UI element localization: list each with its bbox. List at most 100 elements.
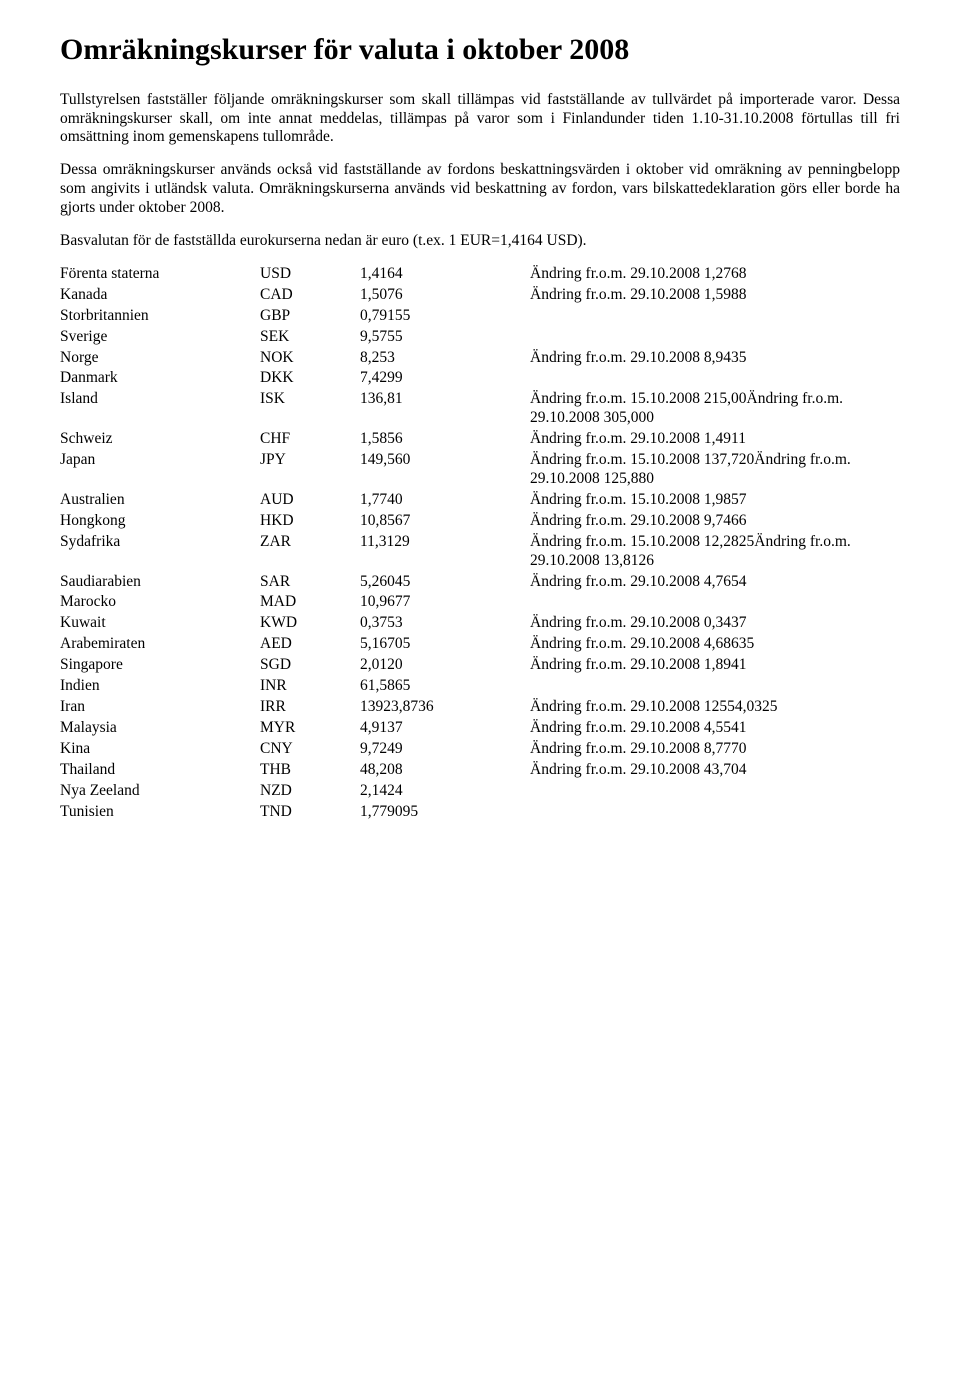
rate-row: ThailandTHB48,208Ändring fr.o.m. 29.10.2… (60, 761, 900, 780)
rate-value: 9,7249 (360, 740, 530, 759)
rate-value: 1,5856 (360, 430, 530, 449)
rate-row: SaudiarabienSAR5,26045Ändring fr.o.m. 29… (60, 573, 900, 592)
rate-row: JapanJPY149,560Ändring fr.o.m. 15.10.200… (60, 451, 900, 489)
rate-code: MAD (260, 593, 360, 612)
rate-country: Hongkong (60, 512, 260, 531)
rate-code: IRR (260, 698, 360, 717)
rate-code: NZD (260, 782, 360, 801)
rate-country: Storbritannien (60, 307, 260, 326)
rate-row: IranIRR13923,8736Ändring fr.o.m. 29.10.2… (60, 698, 900, 717)
intro-paragraph-2: Dessa omräkningskurser används också vid… (60, 161, 900, 218)
rate-code: SEK (260, 328, 360, 347)
rate-value: 1,7740 (360, 491, 530, 510)
rate-code: AUD (260, 491, 360, 510)
rate-value: 136,81 (360, 390, 530, 409)
rate-country: Sverige (60, 328, 260, 347)
rate-row: SverigeSEK9,5755 (60, 328, 900, 347)
rate-country: Indien (60, 677, 260, 696)
rate-code: SGD (260, 656, 360, 675)
rate-country: Sydafrika (60, 533, 260, 552)
rate-value: 13923,8736 (360, 698, 530, 717)
rate-note: Ändring fr.o.m. 29.10.2008 8,9435 (530, 349, 900, 368)
rate-row: KinaCNY9,7249Ändring fr.o.m. 29.10.2008 … (60, 740, 900, 759)
rate-value: 1,779095 (360, 803, 530, 822)
rate-code: AED (260, 635, 360, 654)
rate-code: KWD (260, 614, 360, 633)
intro-paragraph-3: Basvalutan för de fastställda eurokurser… (60, 232, 900, 251)
rate-value: 0,79155 (360, 307, 530, 326)
rate-row: StorbritannienGBP0,79155 (60, 307, 900, 326)
rate-note: Ändring fr.o.m. 29.10.2008 8,7770 (530, 740, 900, 759)
rate-code: SAR (260, 573, 360, 592)
rate-row: MarockoMAD10,9677 (60, 593, 900, 612)
rate-note: Ändring fr.o.m. 29.10.2008 1,5988 (530, 286, 900, 305)
rate-note: Ändring fr.o.m. 29.10.2008 43,704 (530, 761, 900, 780)
rate-country: Australien (60, 491, 260, 510)
rate-note: Ändring fr.o.m. 29.10.2008 9,7466 (530, 512, 900, 531)
rate-value: 61,5865 (360, 677, 530, 696)
rate-code: TND (260, 803, 360, 822)
rate-value: 2,1424 (360, 782, 530, 801)
rate-country: Förenta staterna (60, 265, 260, 284)
rate-note: Ändring fr.o.m. 29.10.2008 4,7654 (530, 573, 900, 592)
rate-value: 10,9677 (360, 593, 530, 612)
rate-value: 2,0120 (360, 656, 530, 675)
rate-note: Ändring fr.o.m. 29.10.2008 4,68635 (530, 635, 900, 654)
rate-note: Ändring fr.o.m. 29.10.2008 1,4911 (530, 430, 900, 449)
rate-country: Island (60, 390, 260, 409)
rate-row: TunisienTND1,779095 (60, 803, 900, 822)
rate-value: 8,253 (360, 349, 530, 368)
rate-country: Thailand (60, 761, 260, 780)
rate-note: Ändring fr.o.m. 29.10.2008 0,3437 (530, 614, 900, 633)
rate-note: Ändring fr.o.m. 29.10.2008 1,2768 (530, 265, 900, 284)
rate-row: Förenta staternaUSD1,4164Ändring fr.o.m.… (60, 265, 900, 284)
rate-code: CAD (260, 286, 360, 305)
rate-country: Danmark (60, 369, 260, 388)
rate-code: CHF (260, 430, 360, 449)
rate-row: SingaporeSGD2,0120Ändring fr.o.m. 29.10.… (60, 656, 900, 675)
rate-code: HKD (260, 512, 360, 531)
rate-country: Saudiarabien (60, 573, 260, 592)
rate-row: IndienINR61,5865 (60, 677, 900, 696)
rate-country: Schweiz (60, 430, 260, 449)
rate-code: MYR (260, 719, 360, 738)
rate-note: Ändring fr.o.m. 15.10.2008 1,9857 (530, 491, 900, 510)
rate-code: INR (260, 677, 360, 696)
intro-paragraph-1: Tullstyrelsen fastställer följande omräk… (60, 91, 900, 148)
rate-note: Ändring fr.o.m. 15.10.2008 12,2825Ändrin… (530, 533, 900, 571)
rate-code: GBP (260, 307, 360, 326)
rate-note: Ändring fr.o.m. 29.10.2008 4,5541 (530, 719, 900, 738)
rate-country: Kina (60, 740, 260, 759)
rate-value: 1,5076 (360, 286, 530, 305)
rate-row: SchweizCHF1,5856Ändring fr.o.m. 29.10.20… (60, 430, 900, 449)
rate-value: 7,4299 (360, 369, 530, 388)
rate-row: NorgeNOK8,253Ändring fr.o.m. 29.10.2008 … (60, 349, 900, 368)
rate-row: IslandISK136,81Ändring fr.o.m. 15.10.200… (60, 390, 900, 428)
rate-row: DanmarkDKK7,4299 (60, 369, 900, 388)
rate-country: Iran (60, 698, 260, 717)
rate-country: Singapore (60, 656, 260, 675)
rate-row: MalaysiaMYR4,9137Ändring fr.o.m. 29.10.2… (60, 719, 900, 738)
rate-note: Ändring fr.o.m. 29.10.2008 12554,0325 (530, 698, 900, 717)
rate-country: Norge (60, 349, 260, 368)
rate-country: Arabemiraten (60, 635, 260, 654)
rate-value: 4,9137 (360, 719, 530, 738)
rate-code: USD (260, 265, 360, 284)
rate-value: 48,208 (360, 761, 530, 780)
rate-row: KanadaCAD1,5076Ändring fr.o.m. 29.10.200… (60, 286, 900, 305)
rate-value: 11,3129 (360, 533, 530, 552)
rate-country: Kanada (60, 286, 260, 305)
page-title: Omräkningskurser för valuta i oktober 20… (60, 32, 900, 69)
rates-table: Förenta staternaUSD1,4164Ändring fr.o.m.… (60, 265, 900, 821)
rate-value: 10,8567 (360, 512, 530, 531)
rate-code: DKK (260, 369, 360, 388)
rate-value: 149,560 (360, 451, 530, 470)
rate-note: Ändring fr.o.m. 15.10.2008 215,00Ändring… (530, 390, 900, 428)
rate-note: Ändring fr.o.m. 29.10.2008 1,8941 (530, 656, 900, 675)
rate-code: CNY (260, 740, 360, 759)
rate-row: Nya ZeelandNZD2,1424 (60, 782, 900, 801)
rate-value: 5,26045 (360, 573, 530, 592)
rate-row: ArabemiratenAED5,16705Ändring fr.o.m. 29… (60, 635, 900, 654)
rate-code: ZAR (260, 533, 360, 552)
rate-code: JPY (260, 451, 360, 470)
